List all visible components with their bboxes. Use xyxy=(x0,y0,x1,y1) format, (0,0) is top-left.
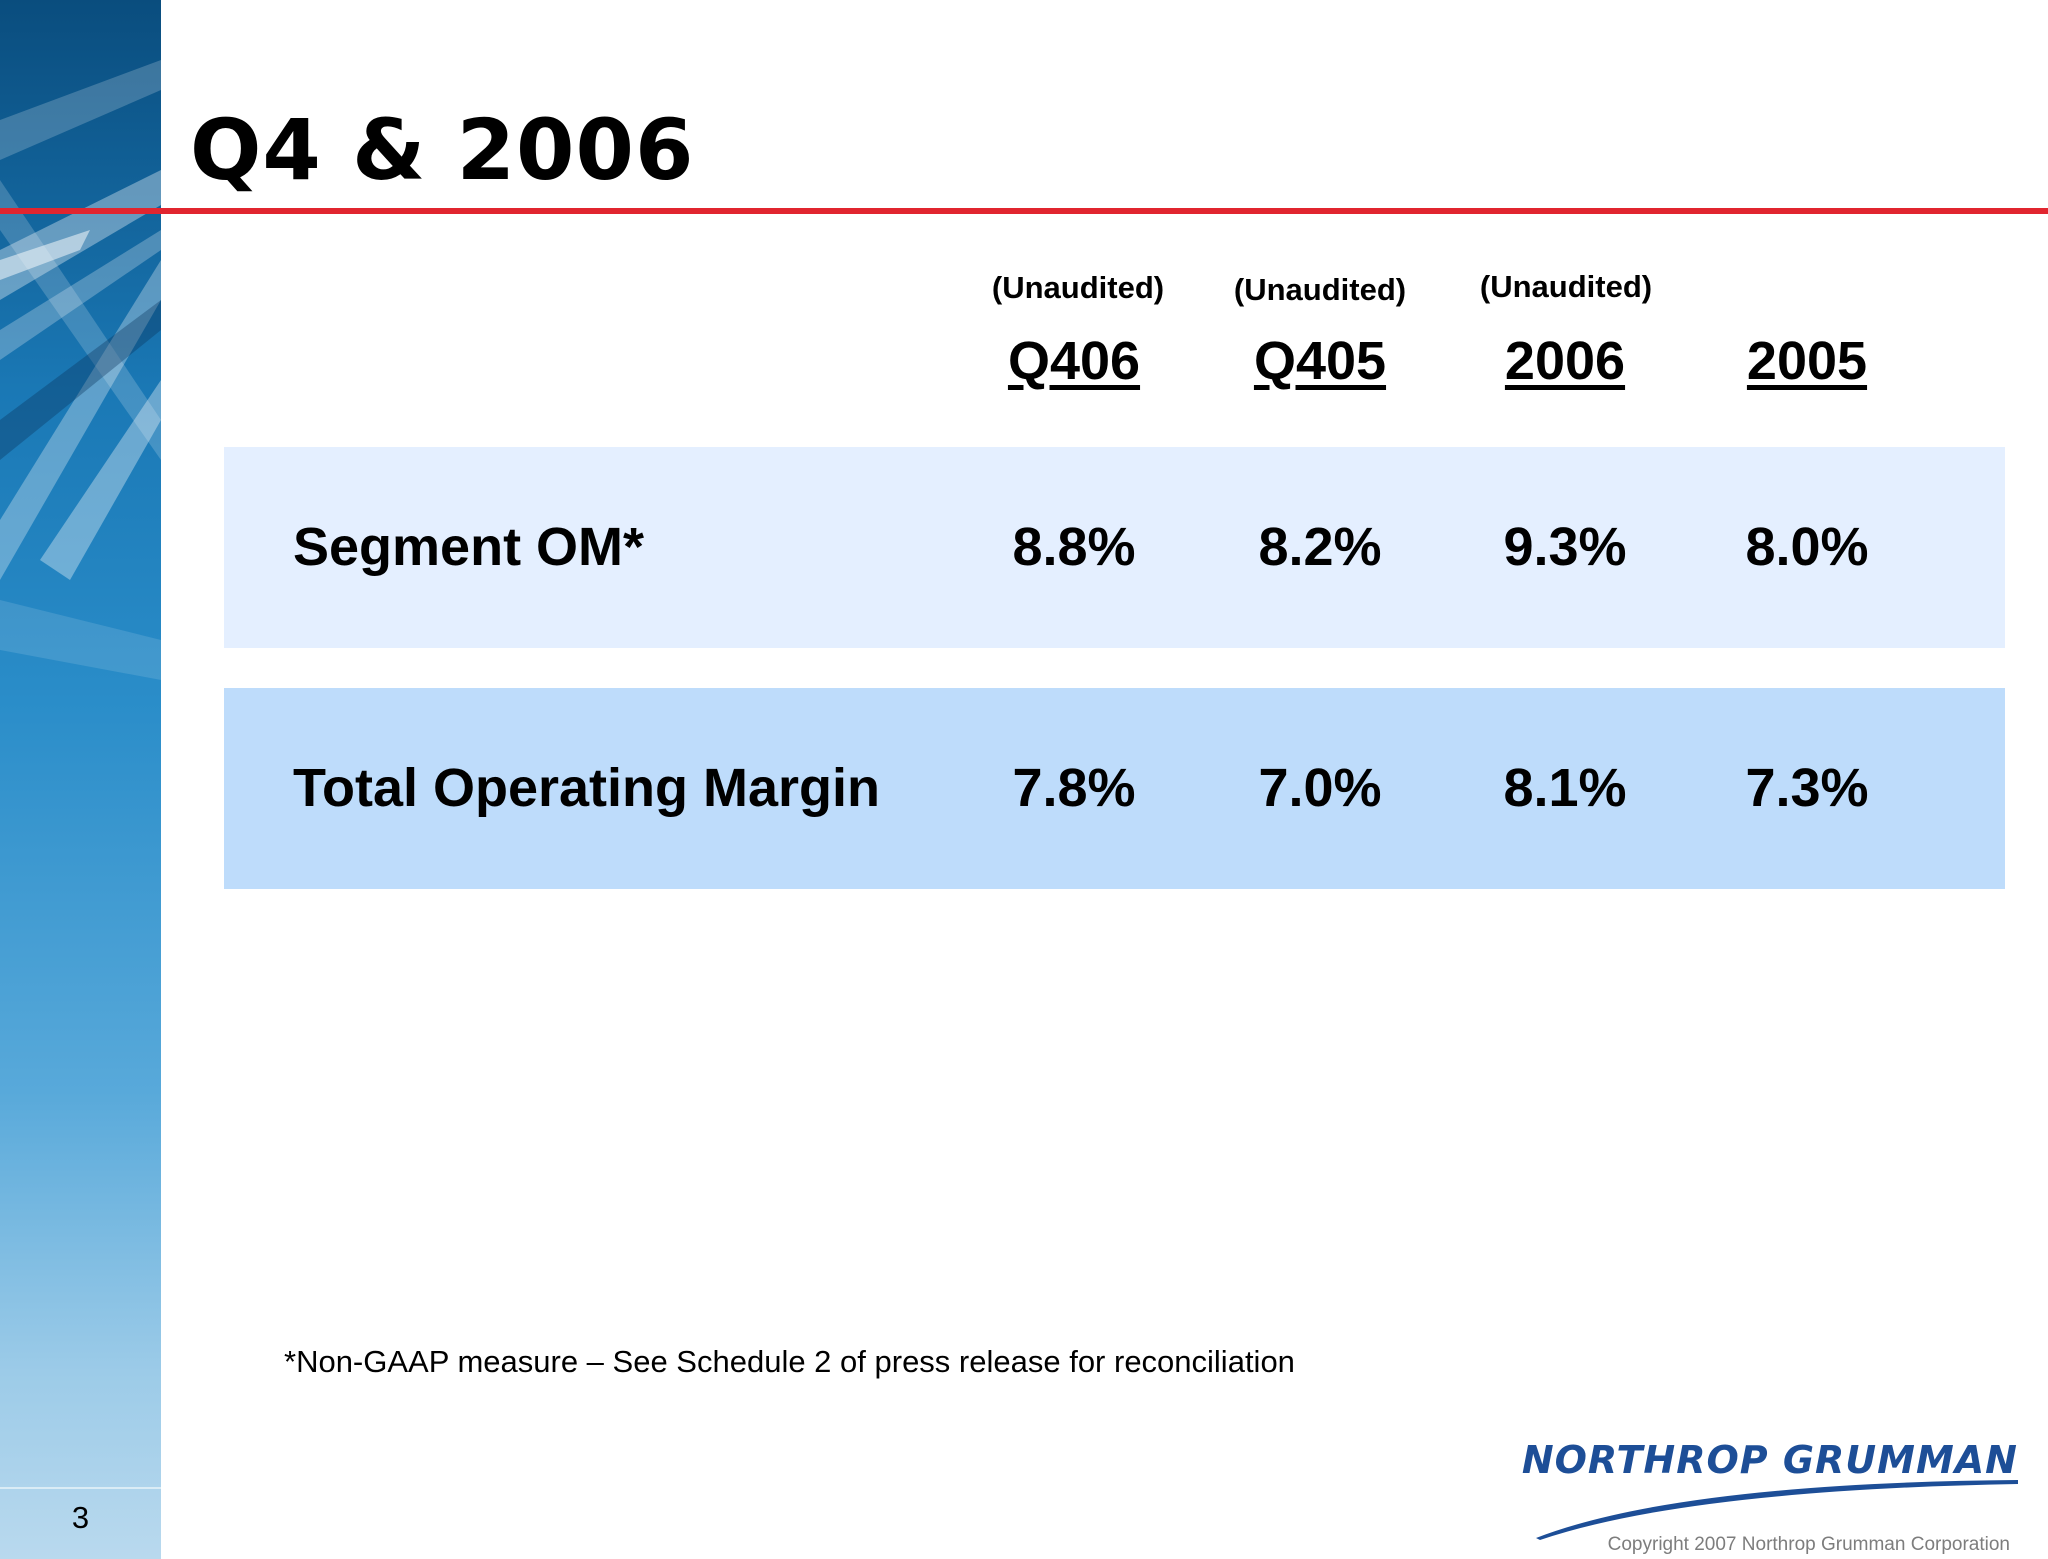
column-sub-label: (Unaudited) xyxy=(991,270,1165,305)
copyright-text: Copyright 2007 Northrop Grumman Corporat… xyxy=(1607,1534,2010,1555)
company-logo: NORTHROP GRUMMAN xyxy=(1478,1438,2018,1548)
table-cell: 8.1% xyxy=(1503,758,1627,818)
column-header: Q406 xyxy=(1007,331,1141,391)
column-sub-label: (Unaudited) xyxy=(1479,269,1653,304)
column-header: 2006 xyxy=(1504,331,1626,391)
table-cell: 8.8% xyxy=(1012,517,1136,577)
table-cell: 9.3% xyxy=(1503,517,1627,577)
page-number: 3 xyxy=(71,1500,90,1535)
footnote: *Non-GAAP measure – See Schedule 2 of pr… xyxy=(284,1344,1295,1379)
table-row: Segment OM* 8.8% 8.2% 9.3% 8.0% xyxy=(224,447,2005,648)
light-streaks-graphic xyxy=(0,60,161,680)
table-cell: 7.0% xyxy=(1258,758,1382,818)
decorative-sidebar: 3 xyxy=(0,0,161,1559)
column-sub-label: (Unaudited) xyxy=(1233,272,1407,307)
row-label: Segment OM* xyxy=(293,517,645,577)
sidebar-divider xyxy=(0,1487,161,1489)
table-row: Total Operating Margin 7.8% 7.0% 8.1% 7.… xyxy=(224,688,2005,889)
table-cell: 7.8% xyxy=(1012,758,1136,818)
column-header: Q405 xyxy=(1253,331,1387,391)
column-header: 2005 xyxy=(1746,331,1868,391)
slide-title: Q4 & 2006 xyxy=(190,101,695,199)
row-label: Total Operating Margin xyxy=(293,758,881,818)
table-cell: 7.3% xyxy=(1745,758,1869,818)
table-cell: 8.0% xyxy=(1745,517,1869,577)
logo-wordmark: NORTHROP GRUMMAN xyxy=(1521,1438,2018,1482)
logo-swoosh-icon xyxy=(1536,1480,2018,1540)
title-rule xyxy=(0,208,2048,214)
table-cell: 8.2% xyxy=(1258,517,1382,577)
